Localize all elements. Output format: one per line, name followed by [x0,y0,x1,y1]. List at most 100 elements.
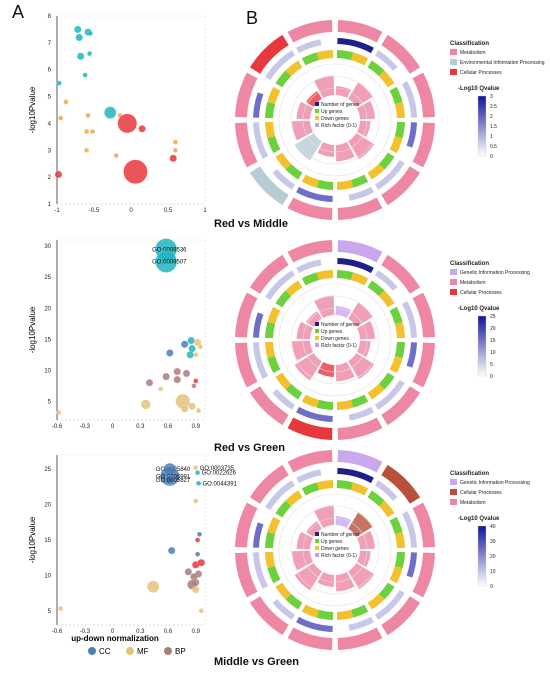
x-tick-label: 1 [203,208,207,214]
classification-segment [287,240,333,263]
grid-circle [302,517,368,583]
up-genes-bar [351,394,369,408]
classification-legend-label: Genetic Information Processing [460,270,530,276]
qvalue-tick: 2 [490,114,493,120]
up-genes-bar [275,70,292,88]
up-genes-bar [336,270,354,281]
data-point [158,386,164,392]
go-term-label: GO:0022626 [202,471,237,477]
data-point [104,106,117,119]
qvalue-bar [265,270,296,301]
up-genes-bar [389,306,403,324]
x-tick-label: 0 [111,629,115,635]
y-tick-label: 10 [44,368,51,374]
down-genes-bar [394,531,405,549]
y-tick-label: 8 [48,14,52,20]
down-genes-bar [301,604,319,618]
data-point [75,33,83,42]
classification-legend-swatch [450,69,457,75]
classification-segment [235,72,258,118]
up-genes-bar [351,174,369,188]
y-tick-label: 7 [48,41,52,47]
up-genes-bar [267,136,281,154]
qvalue-bar [272,169,296,190]
data-point [196,408,202,414]
down-genes-bar [275,582,292,600]
x-tick-label: 0.9 [192,629,201,635]
qvalue-bar [296,259,322,274]
y-tick-label: 20 [44,503,51,509]
classification-segment [337,417,383,440]
down-genes-bar [267,86,281,104]
data-point [188,344,196,353]
qvalue-tick: 1.5 [490,124,497,130]
up-genes-bar [378,152,395,170]
up-genes-bar [394,551,405,569]
ring-legend-swatch [315,539,319,543]
classification-segment [287,450,333,473]
down-genes-bar [367,593,385,610]
classification-segment [381,254,421,294]
data-point [113,153,119,159]
rich-factor-bar [313,295,335,318]
legend-swatch-bp [164,647,172,655]
legend-swatch-mf [126,647,134,655]
classification-segment [249,166,289,206]
classification-segment [249,386,289,426]
ring-legend-swatch [315,532,319,536]
legend-label-bp: BP [175,647,186,656]
classification-segment [249,254,289,294]
x-tick-label: 0 [111,424,115,430]
qvalue-bar [348,186,374,201]
y-tick-label: 10 [44,573,51,579]
x-tick-label: 0 [129,208,133,214]
ring-legend-label: Down genes [321,546,349,552]
data-point [82,72,88,78]
up-genes-bar [285,593,303,610]
data-point [172,147,178,153]
classification-segment [287,627,333,650]
qvalue-bar [374,589,405,620]
x-tick-label: -0.3 [80,629,91,635]
down-genes-bar [367,383,385,400]
classification-legend-swatch [450,269,457,275]
qvalue-bar [272,389,296,410]
x-tick-label: 0.5 [164,208,173,214]
x-tick-label: -1 [54,208,60,214]
rich-factor-bar [357,120,371,137]
data-point [191,383,197,389]
classification-segment [381,386,421,426]
data-point [188,402,196,411]
rich-factor-bar [292,120,313,141]
panel-label-b: B [246,8,259,28]
qvalue-tick: 10 [490,569,496,575]
classification-segment [337,20,383,43]
down-genes-bar [351,272,369,286]
y-tick-label: 5 [48,399,52,405]
data-point [58,115,64,121]
y-tick-label: 30 [44,244,51,250]
rich-factor-bar [335,306,352,318]
rich-factor-bar [306,91,322,107]
data-point [197,558,205,567]
qvalue-tick: 0 [490,154,493,160]
qvalue-bar [296,469,322,484]
up-genes-bar [389,516,403,534]
classification-legend-swatch [450,479,457,485]
qvalue-legend-title: -Log10 Qvalue [458,516,500,522]
qvalue-bar [253,522,264,548]
rich-factor-bar [348,133,375,160]
data-point [193,498,199,504]
classification-legend-swatch [450,499,457,505]
ring-legend-label: Up genes [321,109,343,115]
classification-legend-swatch [450,49,457,55]
qvalue-bar [374,379,405,410]
down-genes-bar [316,480,334,491]
y-tick-label: 2 [48,175,52,181]
data-point [162,372,170,381]
ring-legend-swatch [315,109,319,113]
qvalue-bar [401,511,417,548]
classification-segment [287,20,333,43]
